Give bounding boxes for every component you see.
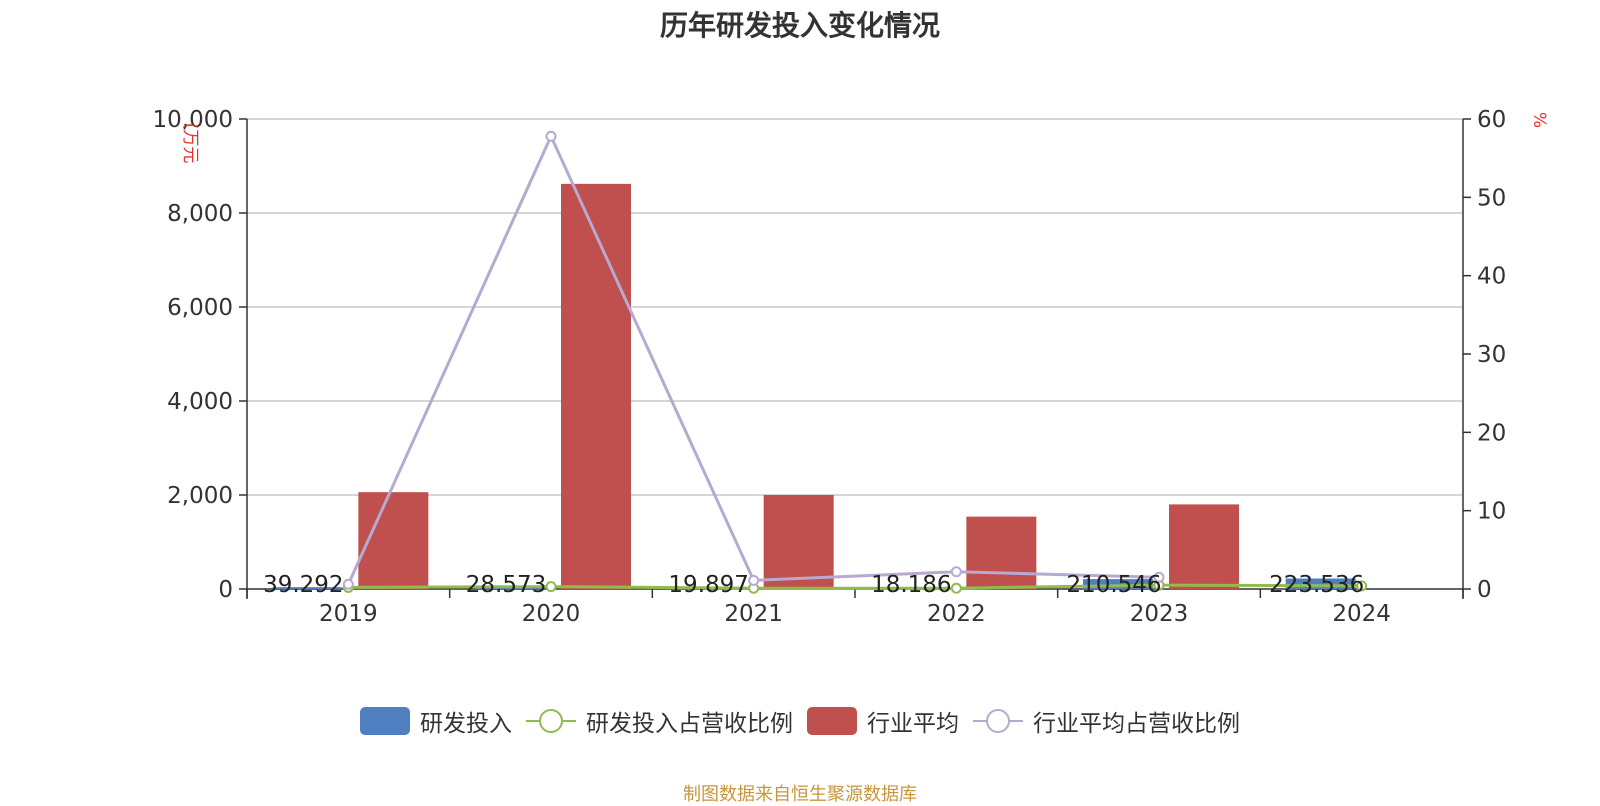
data-label: 210.546 (1066, 572, 1161, 598)
bar-industry-average (1169, 504, 1239, 589)
bar-rd-investment (1285, 578, 1356, 589)
legend-item-rd-investment[interactable]: 研发投入 (360, 704, 512, 738)
x-tick-label: 2024 (1332, 601, 1391, 627)
legend-swatch-rd-ratio (526, 707, 576, 735)
x-tick-label: 2019 (319, 601, 378, 627)
legend-label-industry-ratio: 行业平均占营收比例 (1033, 711, 1240, 737)
y-right-tick-label: 10 (1477, 499, 1506, 525)
point-industry-ratio (950, 566, 962, 578)
y-right-tick-label: 0 (1477, 577, 1492, 603)
bar-rd-investment (475, 587, 545, 589)
y-left-tick-label: 8,000 (167, 201, 233, 227)
source-note: 制图数据来自恒生聚源数据库 (683, 784, 917, 805)
x-tick-label: 2020 (522, 601, 581, 627)
chart-plot: 0 2,000 4,000 6,000 8,000 10,000 0 10 20 30 40 50 60… (153, 107, 1549, 627)
point-rd-ratio (545, 581, 557, 593)
y-right-tick-label: 40 (1477, 264, 1506, 290)
line-industry-ratio (346, 132, 1160, 585)
data-label: 19.897 (668, 572, 748, 598)
x-tick-label: 2022 (927, 601, 986, 627)
y-right-tick-label: 50 (1477, 185, 1506, 211)
x-tick-label: 2021 (724, 601, 783, 627)
data-label: 39.292 (263, 572, 343, 598)
legend-item-industry-average[interactable]: 行业平均 (807, 704, 959, 738)
legend-item-industry-ratio[interactable]: 行业平均占营收比例 (973, 704, 1240, 738)
bar-rd-investment (1083, 579, 1153, 589)
point-industry-ratio (1153, 571, 1165, 583)
legend-label-rd-ratio: 研发投入占营收比例 (586, 711, 793, 737)
point-industry-ratio (748, 574, 760, 586)
bar-industry-average (966, 516, 1037, 589)
x-tick-label: 2023 (1130, 601, 1189, 627)
bar-industry-average (358, 492, 429, 589)
bar-industry-average (561, 183, 631, 590)
legend: 研发投入 研发投入占营收比例 行业平均 行业平均占营收比例 (0, 704, 1600, 738)
point-industry-ratio (342, 578, 354, 590)
data-label: 28.573 (466, 572, 546, 598)
point-rd-ratio (1356, 580, 1368, 592)
y-left-tick-label: 10,000 (153, 107, 233, 133)
legend-swatch-industry-ratio (973, 707, 1023, 735)
y-left-tick-label: 4,000 (167, 389, 233, 415)
y-right-tick-label: 60 (1477, 107, 1506, 133)
y-left-tick-label: 2,000 (167, 483, 233, 509)
y-left-tick-label: 6,000 (167, 295, 233, 321)
point-industry-ratio (545, 130, 557, 142)
data-label: 223.536 (1269, 572, 1364, 598)
bar-rd-investment (272, 587, 343, 589)
legend-swatch-industry-average (807, 707, 857, 735)
y-right-axis-label: % (1529, 112, 1549, 128)
line-rd-ratio (348, 583, 1362, 590)
y-right-tick-label: 20 (1477, 420, 1506, 446)
legend-label-rd-investment: 研发投入 (420, 711, 512, 737)
chart-title: 历年研发投入变化情况 (659, 9, 940, 42)
y-left-axis-label: (万元 (180, 123, 200, 164)
point-rd-ratio (950, 582, 962, 594)
legend-swatch-rd-investment (360, 707, 410, 735)
bar-industry-average (763, 495, 834, 589)
data-label: 18.186 (871, 572, 951, 598)
legend-item-rd-ratio[interactable]: 研发投入占营收比例 (526, 704, 793, 738)
legend-label-industry-average: 行业平均 (867, 711, 959, 737)
y-left-tick-label: 0 (218, 577, 233, 603)
y-right-tick-label: 30 (1477, 342, 1506, 368)
